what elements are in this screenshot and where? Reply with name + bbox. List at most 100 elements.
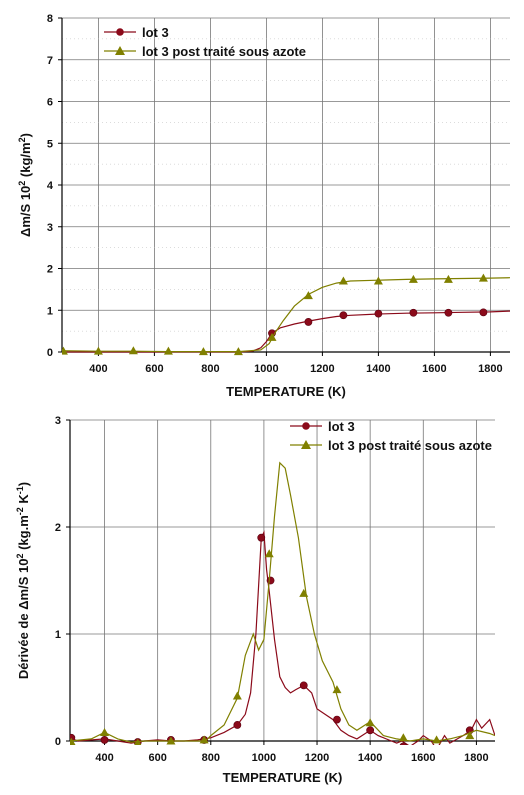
data-point-lot3 xyxy=(257,533,266,542)
series-line-azote xyxy=(70,461,495,743)
x-axis-title: TEMPERATURE (K) xyxy=(226,384,346,399)
y-tick-label: 6 xyxy=(47,97,53,109)
y-axis-title-part: -1 xyxy=(15,486,25,494)
y-axis-title-part: 2 xyxy=(17,137,27,142)
legend-marker-lot3 xyxy=(116,28,124,36)
legend-label-lot3: lot 3 xyxy=(142,25,169,40)
y-axis-title-part: Dérivée de Δm/S 10 xyxy=(16,559,31,680)
y-axis-title: Dérivée de Δm/S 102 (kg.m-2 K-1) xyxy=(15,482,31,679)
y-axis-title-part: 2 xyxy=(17,181,27,186)
data-point-lot3 xyxy=(100,736,109,744)
data-point-lot3 xyxy=(399,742,408,745)
data-point-azote xyxy=(408,274,418,283)
data-point-azote xyxy=(267,332,277,341)
y-tick-label: 2 xyxy=(47,264,53,276)
y-axis-title-part: 2 xyxy=(15,554,25,559)
data-point-azote xyxy=(128,346,138,355)
y-axis-title-part: Δm/S 10 xyxy=(18,186,33,237)
x-tick-label: 1000 xyxy=(252,752,276,764)
legend-marker-azote xyxy=(301,440,311,449)
series-group xyxy=(62,273,510,356)
legend: lot 3 lot 3 post traité sous azote xyxy=(104,25,306,59)
x-tick-label: 1400 xyxy=(358,752,382,764)
legend-label-azote: lot 3 post traité sous azote xyxy=(328,438,492,453)
data-point-azote xyxy=(166,736,176,745)
data-point-azote xyxy=(478,273,488,282)
x-tick-label: 600 xyxy=(145,363,163,375)
y-axis-title: Δm/S 102 (kg/m2) xyxy=(17,133,33,237)
legend-marker-lot3 xyxy=(302,422,310,430)
y-tick-label: 1 xyxy=(55,629,61,641)
y-axis-title-part: (kg.m xyxy=(16,515,31,553)
y-tick-label: 5 xyxy=(47,138,53,150)
y-tick-label: 0 xyxy=(47,347,53,359)
x-tick-label: 1200 xyxy=(305,752,329,764)
data-point-azote xyxy=(332,685,342,694)
x-tick-label: 1800 xyxy=(464,752,488,764)
data-point-lot3 xyxy=(479,308,488,317)
y-tick-label: 1 xyxy=(47,305,53,317)
data-point-azote xyxy=(62,346,68,355)
data-point-azote xyxy=(365,718,375,727)
x-tick-label: 800 xyxy=(202,752,220,764)
data-point-azote xyxy=(443,274,453,283)
data-point-lot3 xyxy=(409,308,418,317)
legend: lot 3 lot 3 post traité sous azote xyxy=(290,419,492,453)
y-axis-title-part: ) xyxy=(18,133,33,137)
y-axis-title-part: ) xyxy=(16,482,31,486)
x-tick-label: 1600 xyxy=(411,752,435,764)
data-point-azote xyxy=(264,549,274,558)
x-tick-label: 1200 xyxy=(310,363,334,375)
series-line-azote xyxy=(62,277,510,353)
series-line-lot3 xyxy=(70,530,495,745)
x-tick-label: 1600 xyxy=(422,363,446,375)
x-tick-label: 600 xyxy=(148,752,166,764)
chart-1: 400 600 800 1000 1200 1400 1600 1800 0 1 2 3 4 5 6 7 8 TE… xyxy=(17,13,510,399)
data-point-azote xyxy=(398,733,408,742)
y-axis-title-part: K xyxy=(16,494,31,508)
data-point-azote xyxy=(299,588,309,597)
y-tick-label: 8 xyxy=(47,13,53,25)
legend-label-lot3: lot 3 xyxy=(328,419,355,434)
chart-2: 400 600 800 1000 1200 1400 1600 1800 0 1 2 3 TEMPERA… xyxy=(15,415,495,785)
x-tick-label: 400 xyxy=(95,752,113,764)
data-point-azote xyxy=(163,346,173,355)
data-point-lot3 xyxy=(333,715,341,724)
y-tick-label: 3 xyxy=(47,222,53,234)
data-point-lot3 xyxy=(304,318,313,326)
legend-label-azote: lot 3 post traité sous azote xyxy=(142,44,306,59)
data-point-azote xyxy=(199,735,209,744)
legend-marker-azote xyxy=(115,46,125,55)
data-point-azote xyxy=(233,347,243,356)
data-point-azote xyxy=(93,346,103,355)
data-point-azote xyxy=(373,276,383,285)
data-point-lot3 xyxy=(266,576,275,585)
y-tick-label: 3 xyxy=(55,415,61,427)
y-axis-title-part: (kg/m xyxy=(18,142,33,180)
x-tick-label: 400 xyxy=(89,363,107,375)
data-point-lot3 xyxy=(366,726,375,735)
x-tick-label: 1400 xyxy=(366,363,390,375)
data-point-azote xyxy=(134,738,142,745)
data-point-azote xyxy=(465,731,475,740)
y-tick-label: 7 xyxy=(47,55,53,67)
data-point-azote xyxy=(70,737,76,745)
y-tick-label: 2 xyxy=(55,522,61,534)
data-point-lot3 xyxy=(444,308,453,317)
x-tick-label: 800 xyxy=(201,363,219,375)
x-axis-title: TEMPERATURE (K) xyxy=(223,770,343,785)
x-tick-label: 1800 xyxy=(478,363,502,375)
data-point-azote xyxy=(232,691,242,700)
y-axis-title-part: -2 xyxy=(15,507,25,515)
data-point-azote xyxy=(198,347,208,356)
data-point-azote xyxy=(432,735,442,744)
data-point-lot3 xyxy=(339,311,348,320)
y-tick-label: 4 xyxy=(47,180,54,192)
series-group xyxy=(70,461,495,745)
data-point-azote xyxy=(338,276,348,285)
x-tick-label: 1000 xyxy=(254,363,278,375)
data-point-azote xyxy=(100,727,110,736)
y-tick-label: 0 xyxy=(55,736,61,748)
data-point-lot3 xyxy=(374,309,383,318)
